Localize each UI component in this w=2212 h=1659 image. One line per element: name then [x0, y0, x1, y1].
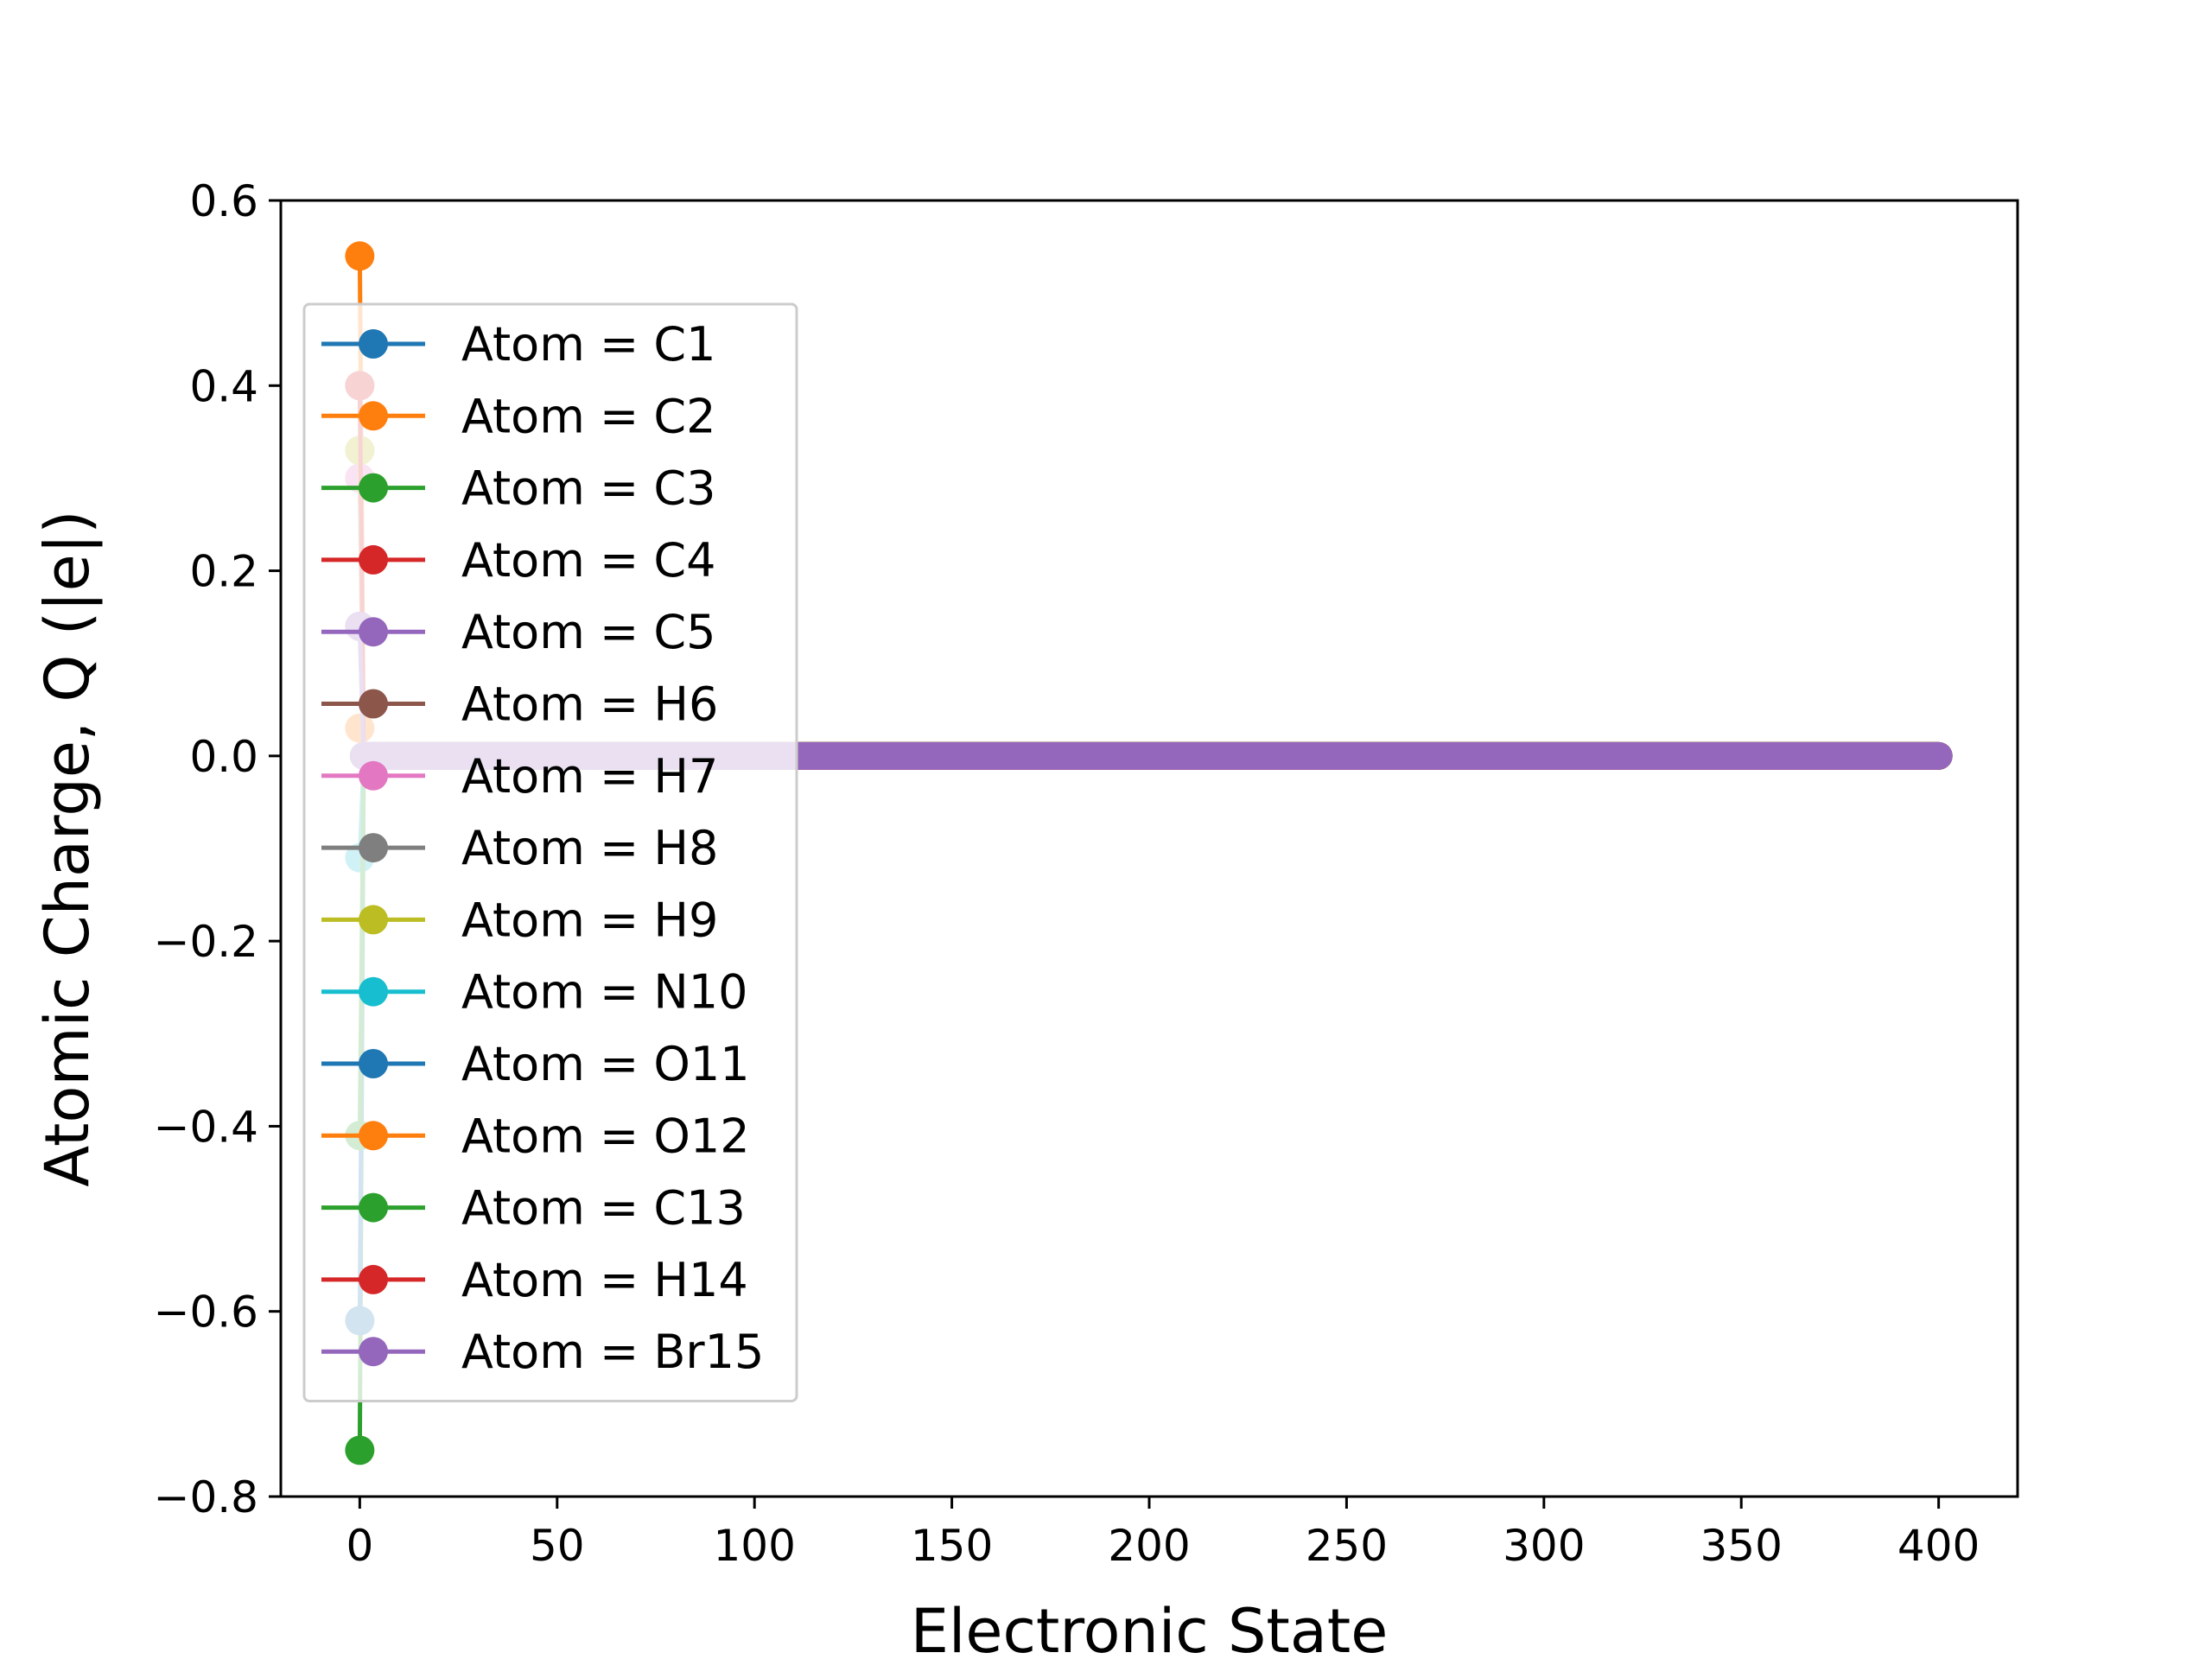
y-axis-label: Atomic Charge, Q (|e|) — [32, 510, 103, 1186]
legend-marker — [359, 1264, 388, 1294]
y-tick-label: 0.6 — [189, 176, 258, 226]
legend-marker — [359, 1049, 388, 1078]
legend-label: Atom = H7 — [461, 749, 718, 804]
x-tick-label: 150 — [911, 1521, 993, 1571]
y-tick-label: −0.4 — [154, 1102, 258, 1152]
legend-label: Atom = O12 — [461, 1109, 750, 1163]
y-tick-label: 0.2 — [189, 547, 258, 597]
legend-label: Atom = N10 — [461, 965, 748, 1020]
legend-label: Atom = H9 — [461, 893, 718, 947]
legend-item: Atom = O11 — [321, 1037, 750, 1091]
y-tick-label: −0.8 — [154, 1472, 258, 1522]
legend-item: Atom = H6 — [321, 677, 718, 732]
y-tick-label: 0.4 — [189, 361, 258, 411]
y-tick-label: −0.2 — [154, 917, 258, 967]
x-tick-label: 0 — [346, 1521, 373, 1571]
legend-item: Atom = O12 — [321, 1109, 750, 1163]
legend-label: Atom = C2 — [461, 389, 715, 443]
legend-item: Atom = Br15 — [321, 1325, 764, 1379]
legend-label: Atom = C5 — [461, 605, 715, 659]
y-tick-label: −0.6 — [154, 1287, 258, 1338]
x-tick-label: 250 — [1306, 1521, 1388, 1571]
x-tick-label: 300 — [1503, 1521, 1585, 1571]
legend-marker — [359, 976, 388, 1007]
legend-item: Atom = H7 — [321, 749, 718, 804]
series-point-initial — [345, 241, 375, 271]
x-tick-label: 50 — [530, 1521, 585, 1571]
y-tick-label: 0.0 — [189, 732, 258, 782]
legend: Atom = C1 Atom = C2 Atom = C3 Atom = C4 Atom… — [302, 302, 798, 1402]
x-tick-label: 400 — [1897, 1521, 1980, 1571]
x-axis: 0 50 100 150 200 250 300 350 400 — [346, 1497, 1980, 1571]
legend-marker — [359, 1192, 388, 1223]
x-tick-label: 350 — [1700, 1521, 1783, 1571]
x-tick-label: 100 — [713, 1521, 795, 1571]
x-tick-label: 200 — [1108, 1521, 1190, 1571]
legend-label: Atom = Br15 — [461, 1325, 764, 1379]
legend-label: Atom = C4 — [461, 533, 715, 588]
legend-item: Atom = C5 — [321, 605, 715, 659]
legend-box — [302, 302, 798, 1402]
x-axis-label: Electronic State — [911, 1596, 1389, 1659]
legend-item: Atom = H9 — [321, 893, 718, 947]
legend-item: Atom = C3 — [321, 461, 715, 516]
legend-marker — [359, 833, 388, 863]
legend-marker — [359, 329, 388, 359]
legend-label: Atom = C3 — [461, 461, 715, 516]
legend-label: Atom = H8 — [461, 821, 718, 875]
legend-item: Atom = C13 — [321, 1181, 746, 1236]
legend-marker — [359, 1121, 388, 1151]
legend-marker — [359, 473, 388, 503]
legend-label: Atom = O11 — [461, 1037, 750, 1091]
legend-marker — [359, 689, 388, 719]
legend-marker — [359, 1337, 388, 1367]
legend-item: Atom = N10 — [321, 965, 748, 1020]
legend-item: Atom = H8 — [321, 821, 718, 875]
legend-marker — [359, 905, 388, 935]
legend-marker — [359, 544, 388, 575]
series-point-initial — [345, 1435, 375, 1465]
y-axis: 0.6 0.4 0.2 0.0 −0.2 −0.4 −0.6 −0.8 — [154, 176, 281, 1522]
legend-marker — [359, 760, 388, 791]
legend-label: Atom = C1 — [461, 317, 715, 372]
legend-item: Atom = H14 — [321, 1253, 748, 1307]
legend-item: Atom = C4 — [321, 533, 715, 588]
legend-label: Atom = H6 — [461, 677, 718, 732]
legend-item: Atom = C2 — [321, 389, 715, 443]
legend-label: Atom = C13 — [461, 1181, 746, 1236]
legend-marker — [359, 401, 388, 431]
legend-label: Atom = H14 — [461, 1253, 748, 1307]
legend-marker — [359, 617, 388, 647]
legend-item: Atom = C1 — [321, 317, 715, 372]
